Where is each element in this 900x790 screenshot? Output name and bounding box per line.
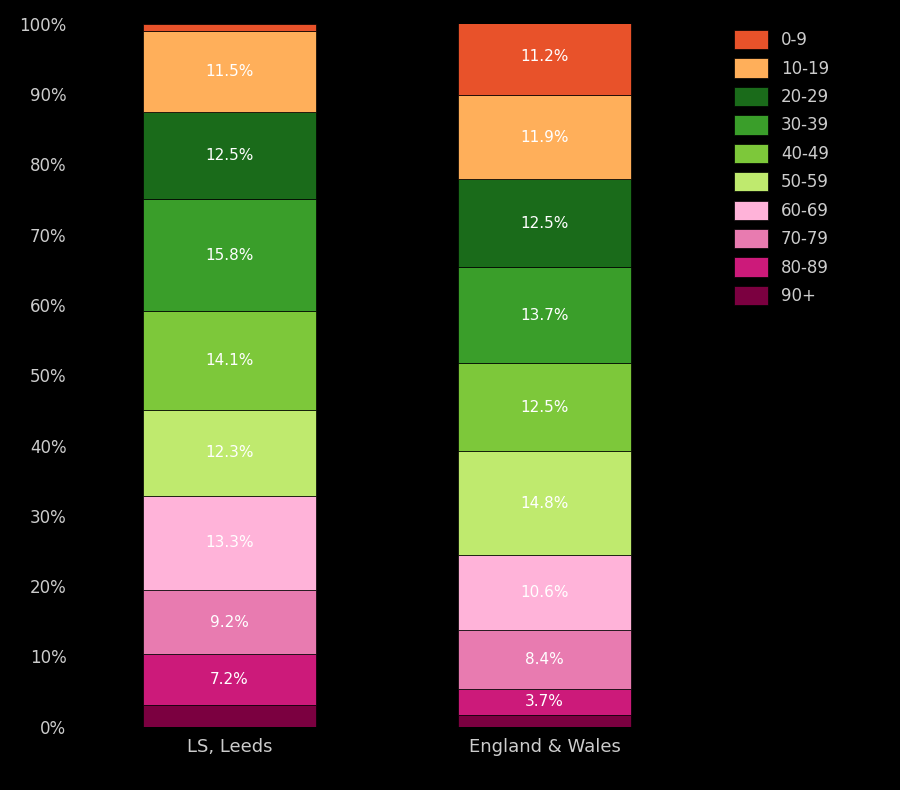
- Bar: [143, 589, 316, 654]
- Text: 12.5%: 12.5%: [205, 148, 254, 163]
- Bar: [143, 111, 316, 200]
- Text: 14.8%: 14.8%: [520, 495, 569, 510]
- Text: 9.2%: 9.2%: [210, 615, 249, 630]
- Bar: [143, 24, 316, 31]
- Bar: [458, 267, 631, 363]
- Text: 12.3%: 12.3%: [205, 446, 254, 461]
- Text: 12.5%: 12.5%: [520, 400, 569, 415]
- Bar: [143, 310, 316, 410]
- Bar: [458, 689, 631, 715]
- Text: 10.6%: 10.6%: [520, 585, 569, 600]
- Legend: 0-9, 10-19, 20-29, 30-39, 40-49, 50-59, 60-69, 70-79, 80-89, 90+: 0-9, 10-19, 20-29, 30-39, 40-49, 50-59, …: [729, 25, 834, 310]
- Bar: [458, 17, 631, 96]
- Bar: [143, 31, 316, 111]
- Text: 12.5%: 12.5%: [520, 216, 569, 231]
- Bar: [458, 630, 631, 689]
- Text: 14.1%: 14.1%: [205, 352, 254, 367]
- Text: 11.9%: 11.9%: [520, 130, 569, 145]
- Bar: [143, 496, 316, 589]
- Bar: [458, 96, 631, 179]
- Text: 3.7%: 3.7%: [525, 694, 564, 709]
- Text: 13.3%: 13.3%: [205, 536, 254, 551]
- Bar: [458, 715, 631, 727]
- Bar: [143, 654, 316, 705]
- Bar: [458, 179, 631, 267]
- Bar: [458, 555, 631, 630]
- Bar: [458, 451, 631, 555]
- Bar: [143, 199, 316, 310]
- Text: 11.2%: 11.2%: [520, 48, 569, 63]
- Text: 8.4%: 8.4%: [525, 652, 564, 667]
- Bar: [143, 410, 316, 496]
- Text: 15.8%: 15.8%: [205, 247, 254, 262]
- Text: 13.7%: 13.7%: [520, 307, 569, 322]
- Text: 7.2%: 7.2%: [210, 672, 249, 687]
- Bar: [143, 705, 316, 727]
- Bar: [458, 363, 631, 451]
- Text: 11.5%: 11.5%: [205, 64, 254, 79]
